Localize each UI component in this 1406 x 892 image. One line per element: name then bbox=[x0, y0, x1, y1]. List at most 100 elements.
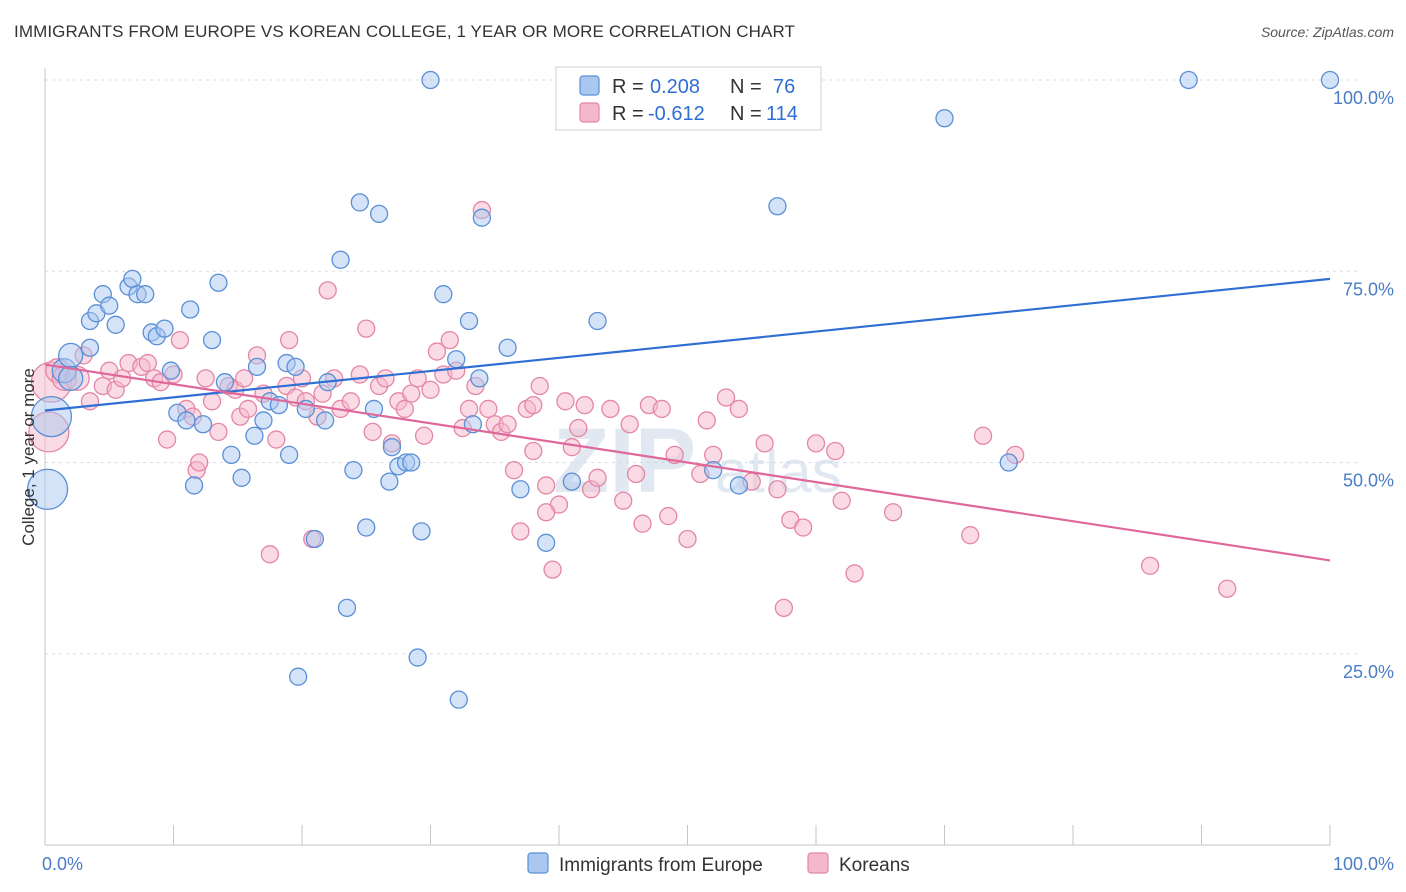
series-immigrants-from-europe-points bbox=[26, 70, 1340, 709]
europe-point bbox=[232, 468, 251, 487]
koreans-point bbox=[408, 369, 427, 388]
europe-point bbox=[408, 648, 427, 667]
legend-n-value-1: 76 bbox=[773, 76, 795, 98]
koreans-point bbox=[196, 369, 215, 388]
koreans-point bbox=[826, 441, 845, 461]
europe-point bbox=[449, 690, 468, 709]
koreans-point bbox=[883, 503, 903, 522]
europe-point bbox=[136, 285, 155, 304]
koreans-point bbox=[357, 319, 376, 338]
europe-point bbox=[209, 273, 228, 292]
europe-point bbox=[350, 193, 369, 212]
europe-point bbox=[704, 460, 723, 480]
koreans-point bbox=[973, 426, 993, 445]
trend-line-koreans bbox=[44, 363, 1331, 562]
chart-title: IMMIGRANTS FROM EUROPE VS KOREAN COLLEGE… bbox=[14, 22, 796, 41]
koreans-point bbox=[768, 480, 787, 499]
series-legend-swatch-europe bbox=[527, 852, 549, 874]
koreans-point bbox=[845, 564, 864, 583]
legend-n-label-2: N = bbox=[730, 103, 762, 125]
koreans-point bbox=[363, 422, 382, 442]
europe-point bbox=[315, 411, 335, 430]
legend-swatch-blue bbox=[579, 75, 600, 96]
europe-point bbox=[421, 70, 440, 90]
koreans-point bbox=[170, 330, 190, 350]
gridlines bbox=[45, 79, 1360, 655]
koreans-point bbox=[112, 369, 132, 388]
koreans-point bbox=[267, 430, 286, 449]
europe-point bbox=[58, 365, 84, 392]
koreans-point bbox=[190, 453, 209, 472]
koreans-point bbox=[421, 380, 440, 399]
x-tick-label-min: 0.0% bbox=[42, 854, 83, 874]
europe-point bbox=[999, 453, 1018, 472]
koreans-point bbox=[588, 468, 607, 487]
europe-point bbox=[357, 518, 376, 537]
koreans-point bbox=[626, 464, 646, 484]
europe-point bbox=[222, 445, 241, 465]
koreans-point bbox=[427, 342, 447, 361]
koreans-point bbox=[569, 418, 588, 438]
europe-point bbox=[254, 411, 273, 430]
source-label: Source: ZipAtlas.com bbox=[1260, 24, 1394, 40]
koreans-point bbox=[157, 430, 177, 449]
series-koreans-points bbox=[28, 200, 1237, 617]
europe-point bbox=[472, 208, 492, 227]
koreans-point bbox=[697, 411, 716, 430]
legend-r-label-2: R = bbox=[612, 103, 644, 125]
koreans-point bbox=[459, 399, 479, 419]
europe-point bbox=[279, 445, 299, 465]
europe-point bbox=[369, 204, 389, 224]
europe-point bbox=[935, 109, 954, 128]
koreans-point bbox=[414, 426, 434, 445]
stats-legend-box bbox=[555, 66, 822, 131]
europe-point bbox=[247, 357, 267, 377]
europe-point bbox=[177, 411, 196, 430]
koreans-point bbox=[620, 415, 639, 434]
koreans-point bbox=[1140, 556, 1160, 575]
koreans-point bbox=[659, 506, 678, 526]
koreans-point bbox=[376, 369, 395, 388]
koreans-point bbox=[341, 392, 360, 411]
koreans-point bbox=[524, 441, 543, 461]
europe-point bbox=[447, 350, 466, 369]
europe-point bbox=[30, 395, 73, 438]
europe-point bbox=[470, 369, 489, 388]
koreans-point bbox=[1218, 579, 1237, 598]
x-tick-label-max: 100.0% bbox=[1333, 854, 1394, 874]
europe-point bbox=[245, 426, 264, 445]
europe-point bbox=[1179, 70, 1198, 90]
koreans-point bbox=[209, 422, 228, 442]
europe-point bbox=[80, 338, 100, 357]
koreans-point bbox=[614, 491, 633, 510]
koreans-point bbox=[402, 384, 421, 403]
europe-point bbox=[434, 285, 453, 304]
koreans-point bbox=[498, 415, 517, 434]
legend-swatch-pink bbox=[579, 102, 600, 123]
legend-n-label-1: N = bbox=[730, 76, 762, 98]
europe-point bbox=[402, 453, 421, 472]
europe-point bbox=[305, 529, 325, 549]
europe-point bbox=[161, 361, 181, 380]
europe-point bbox=[58, 342, 84, 369]
europe-point bbox=[181, 300, 200, 319]
koreans-point bbox=[961, 526, 980, 545]
koreans-point bbox=[575, 395, 594, 415]
koreans-point bbox=[652, 399, 671, 419]
legend-n-value-2: 114 bbox=[766, 103, 798, 125]
koreans-point bbox=[350, 365, 369, 384]
europe-point bbox=[412, 522, 431, 541]
trend-lines bbox=[44, 277, 1331, 562]
koreans-point bbox=[704, 445, 723, 465]
europe-point bbox=[382, 438, 402, 457]
koreans-point bbox=[504, 460, 524, 480]
y-tick-label: 100.0% bbox=[1333, 88, 1394, 108]
koreans-point bbox=[537, 503, 556, 522]
y-axis-title: College, 1 year or more bbox=[19, 368, 38, 546]
europe-point bbox=[288, 667, 308, 686]
series-legend-label-koreans: Koreans bbox=[839, 855, 910, 876]
europe-point bbox=[100, 296, 119, 315]
koreans-point bbox=[238, 399, 258, 419]
y-tick-label: 50.0% bbox=[1343, 471, 1394, 491]
series-legend-swatch-koreans bbox=[807, 852, 829, 874]
